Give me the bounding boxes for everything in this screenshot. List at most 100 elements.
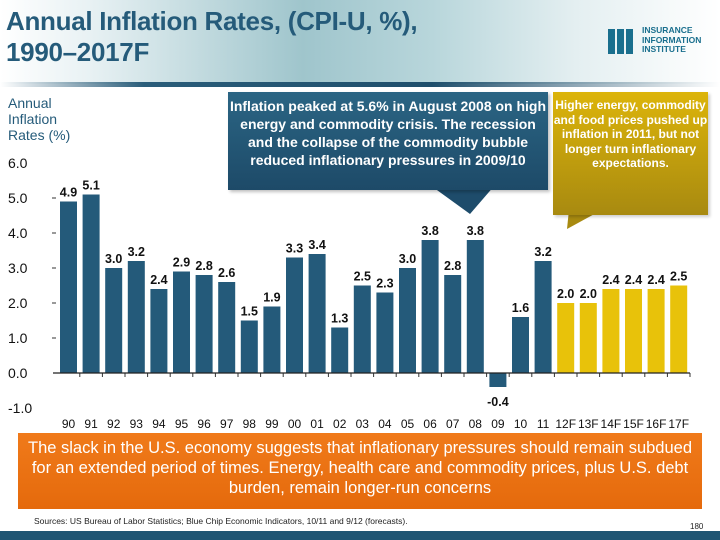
y-axis: 6.0 5.0 4.0 3.0 2.0 1.0 0.0 -1.0 xyxy=(8,155,56,416)
x-tick-label: 01 xyxy=(310,417,324,431)
bar-92 xyxy=(105,268,123,373)
logo-text: INSURANCE INFORMATION INSTITUTE xyxy=(642,25,702,55)
x-tick-label: 96 xyxy=(197,417,211,431)
data-label: 2.0 xyxy=(557,287,574,301)
header-divider xyxy=(0,82,720,87)
x-axis: 90 91 92 93 94 95 96 97 98 99 00 01 02 03 04 05 06 07 08 09… xyxy=(53,372,691,431)
x-tick-label: 04 xyxy=(378,417,392,431)
bars: 4.9 5.1 3.0 3.2 2.4 2.9 2.8 2.6 1.5 1.9 3.3 3.4 1.3 2… xyxy=(60,179,688,410)
data-label: 2.8 xyxy=(195,259,212,273)
data-label: 2.9 xyxy=(173,256,190,270)
y-tick-label: 6.0 xyxy=(8,155,28,171)
logo-line-1: INSURANCE xyxy=(642,25,693,35)
bar-15F xyxy=(625,289,642,373)
y-tick-label: 5.0 xyxy=(8,190,28,206)
bar-10 xyxy=(512,317,529,373)
iii-logo-icon xyxy=(608,29,633,54)
callout-2011-forecast: Higher energy, commodity and food prices… xyxy=(553,92,708,215)
y-tick-label: 1.0 xyxy=(8,330,28,346)
bar-11 xyxy=(534,261,552,373)
data-label: 3.0 xyxy=(105,252,122,266)
data-label: 2.0 xyxy=(580,287,597,301)
x-tick-label: 14F xyxy=(601,417,622,431)
data-label: 1.9 xyxy=(263,291,280,305)
bar-95 xyxy=(173,271,190,373)
bar-91 xyxy=(82,194,100,373)
y-tick-label: 0.0 xyxy=(8,365,28,381)
bar-12F xyxy=(557,303,575,373)
logo-line-2: INFORMATION xyxy=(642,34,702,45)
x-tick-label: 08 xyxy=(469,417,483,431)
data-label: 3.2 xyxy=(128,245,145,259)
x-tick-label: 03 xyxy=(356,417,370,431)
bar-98 xyxy=(240,320,258,373)
data-label: 3.3 xyxy=(286,242,303,256)
page-number: 180 xyxy=(690,522,704,531)
bar-16F xyxy=(647,289,665,373)
data-label: 3.8 xyxy=(421,224,438,238)
x-tick-label: 06 xyxy=(423,417,437,431)
data-label: -0.4 xyxy=(487,395,509,409)
data-label: 2.8 xyxy=(444,259,461,273)
bar-17F xyxy=(670,285,688,373)
x-tick-label: 00 xyxy=(288,417,302,431)
y-axis-title: Annual Inflation Rates (%) xyxy=(8,95,71,143)
x-tick-label: 92 xyxy=(107,417,121,431)
x-tick-label: 09 xyxy=(491,417,505,431)
bar-09 xyxy=(489,373,507,387)
y-tick-label: 3.0 xyxy=(8,260,28,276)
data-label: 2.6 xyxy=(218,266,235,280)
bar-99 xyxy=(263,306,281,373)
blue-callout-pointer xyxy=(430,185,495,214)
bar-03 xyxy=(353,285,371,373)
bar-96 xyxy=(195,275,213,373)
data-label: 2.5 xyxy=(354,270,371,284)
data-label: 3.4 xyxy=(308,238,325,252)
y-tick-label: -1.0 xyxy=(8,400,32,416)
summary-box: The slack in the U.S. economy suggests t… xyxy=(18,433,702,509)
y-tick-label: 2.0 xyxy=(8,295,28,311)
logo-line-3: INSTITUTE xyxy=(642,44,686,54)
x-tick-label: 10 xyxy=(514,417,528,431)
data-label: 4.9 xyxy=(60,186,77,200)
bar-04 xyxy=(376,292,394,373)
bar-93 xyxy=(127,261,145,373)
footer-bar xyxy=(0,531,720,540)
x-tick-label: 16F xyxy=(646,417,667,431)
data-label: 2.4 xyxy=(150,273,167,287)
bar-94 xyxy=(150,289,168,373)
sources-note: Sources: US Bureau of Labor Statistics; … xyxy=(34,516,408,526)
x-tick-label: 91 xyxy=(84,417,98,431)
title-line-2: 1990–2017F xyxy=(6,37,150,67)
header-background xyxy=(0,0,720,84)
data-label: 3.0 xyxy=(399,252,416,266)
bar-14F xyxy=(602,289,620,373)
bar-13F xyxy=(579,303,597,373)
x-tick-label: 95 xyxy=(175,417,189,431)
title-line-1: Annual Inflation Rates, (CPI-U, %), xyxy=(6,6,418,36)
x-tick-label: 07 xyxy=(446,417,460,431)
bar-06 xyxy=(421,240,439,373)
x-tick-label: 90 xyxy=(62,417,76,431)
x-tick-label: 17F xyxy=(668,417,689,431)
data-label: 5.1 xyxy=(82,179,99,193)
bar-05 xyxy=(399,268,416,373)
x-tick-label: 15F xyxy=(623,417,644,431)
bar-01 xyxy=(308,254,326,373)
x-tick-label: 97 xyxy=(220,417,234,431)
y-tick-label: 4.0 xyxy=(8,225,28,241)
data-label: 2.4 xyxy=(625,273,642,287)
data-label: 1.3 xyxy=(331,312,348,326)
x-tick-label: 12F xyxy=(555,417,576,431)
bar-00 xyxy=(286,257,303,373)
x-tick-label: 13F xyxy=(578,417,599,431)
x-tick-label: 94 xyxy=(152,417,166,431)
x-tick-label: 05 xyxy=(401,417,415,431)
data-label: 3.2 xyxy=(534,245,551,259)
x-tick-label: 98 xyxy=(243,417,257,431)
page-title: Annual Inflation Rates, (CPI-U, %), 1990… xyxy=(6,6,418,68)
data-label: 1.5 xyxy=(241,305,258,319)
bar-97 xyxy=(218,282,236,373)
data-label: 2.5 xyxy=(670,270,687,284)
